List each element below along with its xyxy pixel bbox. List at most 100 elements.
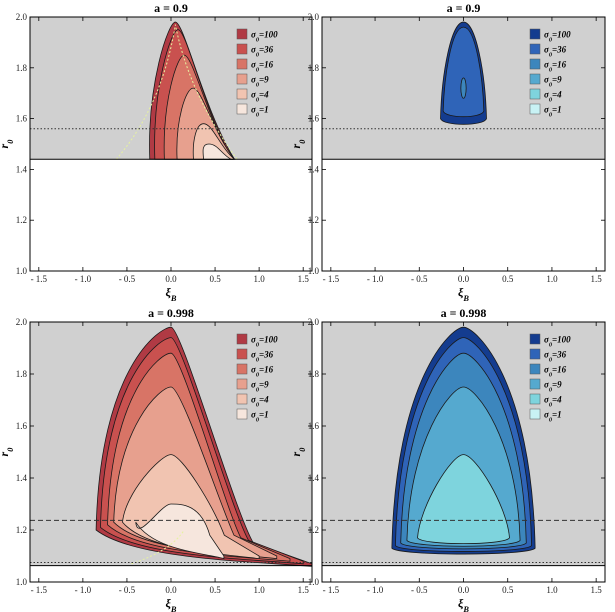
- contour-sigma-1: [135, 503, 225, 560]
- y-tick-label: 1.4: [16, 473, 28, 483]
- guide-curve: [115, 24, 238, 160]
- x-tick-label: 0.5: [209, 274, 221, 284]
- y-tick-label: 2.0: [308, 317, 320, 327]
- legend-swatch: [236, 378, 248, 390]
- y-tick-label: 1.4: [308, 164, 320, 174]
- y-tick-label: 1.8: [16, 369, 28, 379]
- x-tick-label: 0.5: [502, 274, 514, 284]
- x-axis-label: ξB: [458, 285, 469, 303]
- y-tick-label: 1.0: [308, 266, 320, 276]
- x-tick-label: 0.5: [502, 585, 514, 595]
- y-tick-label: 1.6: [16, 421, 28, 431]
- x-tick-label: - 1.5: [31, 274, 48, 284]
- x-tick-label: 1.0: [546, 274, 558, 284]
- legend-swatch: [529, 73, 541, 85]
- legend-swatch: [236, 73, 248, 85]
- x-tick-label: 1.5: [298, 585, 310, 595]
- x-tick-label: - 0.5: [411, 274, 428, 284]
- y-tick-label: 1.2: [16, 525, 27, 535]
- y-axis-label: r0: [0, 139, 15, 149]
- x-tick-label: - 1.5: [323, 585, 340, 595]
- contours: [149, 21, 236, 160]
- legend-swatch: [236, 363, 248, 375]
- x-tick-label: - 1.5: [323, 274, 340, 284]
- legend-swatch: [529, 333, 541, 345]
- legend-swatch: [529, 408, 541, 420]
- x-tick-label: - 1.0: [75, 274, 92, 284]
- x-tick-label: 0.0: [458, 585, 470, 595]
- legend-swatch: [236, 348, 248, 360]
- x-tick-label: 0.5: [209, 585, 221, 595]
- panel-title: a = 0.9: [447, 1, 481, 15]
- x-axis-label: ξB: [166, 285, 177, 303]
- x-tick-label: 1.0: [254, 585, 266, 595]
- x-tick-label: - 1.5: [31, 585, 48, 595]
- x-tick-label: - 0.5: [119, 274, 136, 284]
- y-tick-label: 1.2: [308, 215, 319, 225]
- legend-swatch: [236, 333, 248, 345]
- y-tick-label: 1.6: [308, 421, 320, 431]
- legend-swatch: [529, 393, 541, 405]
- legend-swatch: [529, 348, 541, 360]
- y-tick-label: 1.2: [16, 215, 27, 225]
- x-tick-label: 1.5: [591, 274, 603, 284]
- legend-swatch: [529, 378, 541, 390]
- contours: [440, 21, 487, 125]
- legend-swatch: [529, 103, 541, 115]
- legend-swatch: [529, 58, 541, 70]
- legend-swatch: [529, 88, 541, 100]
- panel-title: a = 0.998: [441, 306, 487, 320]
- panel-1: - 1.5 - 1.0 - 0.5 0.0 0.5 1.0 1.5 1.0 1.2 1.4 1.6 1…: [0, 1, 313, 303]
- x-tick-label: 1.5: [591, 585, 603, 595]
- x-axis-label: ξB: [458, 596, 469, 612]
- legend-swatch: [529, 363, 541, 375]
- y-tick-label: 1.0: [16, 266, 28, 276]
- x-tick-label: - 0.5: [411, 585, 428, 595]
- y-tick-label: 2.0: [16, 12, 28, 22]
- y-axis-label: r0: [289, 139, 307, 149]
- y-axis-label: r0: [0, 447, 15, 457]
- y-tick-label: 1.4: [308, 473, 320, 483]
- panel-title: a = 0.998: [148, 306, 194, 320]
- legend-swatch: [529, 43, 541, 55]
- x-tick-label: - 1.0: [367, 585, 384, 595]
- legend-swatch: [236, 28, 248, 40]
- y-tick-label: 1.6: [308, 114, 320, 124]
- x-tick-label: - 0.5: [119, 585, 136, 595]
- guide-curve: [131, 529, 185, 565]
- y-tick-label: 1.4: [16, 164, 28, 174]
- contours: [391, 326, 536, 555]
- x-tick-label: 0.0: [458, 274, 470, 284]
- y-tick-label: 1.6: [16, 114, 28, 124]
- x-tick-label: - 1.0: [75, 585, 92, 595]
- y-axis-label: r0: [289, 447, 307, 457]
- x-tick-label: 0.0: [165, 274, 177, 284]
- legend-swatch: [529, 28, 541, 40]
- contour-sigma-16: [460, 77, 467, 99]
- x-tick-label: 1.0: [546, 585, 558, 595]
- legend-swatch: [236, 408, 248, 420]
- panel-3: - 1.5 - 1.0 - 0.5 0.0 0.5 1.0 1.5 1.0 1.2 1.4 1.6 1…: [0, 306, 313, 612]
- contour-sigma-1: [202, 143, 232, 160]
- y-tick-label: 2.0: [16, 317, 28, 327]
- legend-swatch: [236, 103, 248, 115]
- x-axis-label: ξB: [166, 596, 177, 612]
- legend-swatch: [236, 43, 248, 55]
- y-tick-label: 1.8: [308, 63, 320, 73]
- y-tick-label: 1.8: [308, 369, 320, 379]
- panel-2: - 1.5- 1.0- 0.5 0.0 0.5 1.0 1.51.01.21.41.61…: [289, 1, 606, 303]
- contours: [95, 326, 312, 567]
- legend-swatch: [236, 393, 248, 405]
- y-tick-label: 1.2: [308, 525, 319, 535]
- legend-swatch: [236, 88, 248, 100]
- legend-swatch: [236, 58, 248, 70]
- x-tick-label: 0.0: [165, 585, 177, 595]
- x-tick-label: 1.5: [298, 274, 310, 284]
- y-tick-label: 2.0: [308, 12, 320, 22]
- panel-4: - 1.5- 1.0- 0.5 0.0 0.5 1.0 1.51.01.21.41.61…: [289, 306, 606, 612]
- y-tick-label: 1.0: [16, 577, 28, 587]
- contour-sigma-36: [442, 26, 485, 118]
- contour-sigma-4: [417, 454, 510, 545]
